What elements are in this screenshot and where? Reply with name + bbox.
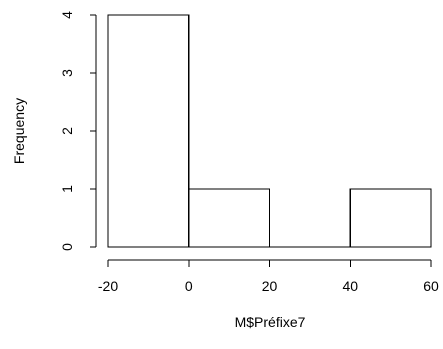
- y-tick-label-1: 1: [59, 185, 75, 193]
- x-tick-label-20: 20: [262, 278, 278, 294]
- x-tick-label--20: -20: [98, 278, 118, 294]
- x-tick-label-0: 0: [185, 278, 193, 294]
- y-tick-label-3: 3: [59, 69, 75, 77]
- histogram-bar-0: [107, 14, 190, 248]
- y-tick-label-4: 4: [59, 11, 75, 19]
- x-axis-label: M$Préfixe7: [235, 314, 306, 330]
- y-tick-label-0: 0: [59, 243, 75, 251]
- x-tick-label-40: 40: [342, 278, 358, 294]
- x-axis: -20 0 20 40 60: [98, 259, 439, 294]
- histogram-bar-3: [349, 188, 432, 248]
- y-axis: 0 1 2 3 4: [59, 11, 97, 251]
- histogram-bar-1: [188, 188, 271, 248]
- bars-layer: [107, 14, 432, 248]
- y-tick-label-2: 2: [59, 127, 75, 135]
- x-tick-label-60: 60: [423, 278, 439, 294]
- y-axis-label: Frequency: [11, 98, 27, 164]
